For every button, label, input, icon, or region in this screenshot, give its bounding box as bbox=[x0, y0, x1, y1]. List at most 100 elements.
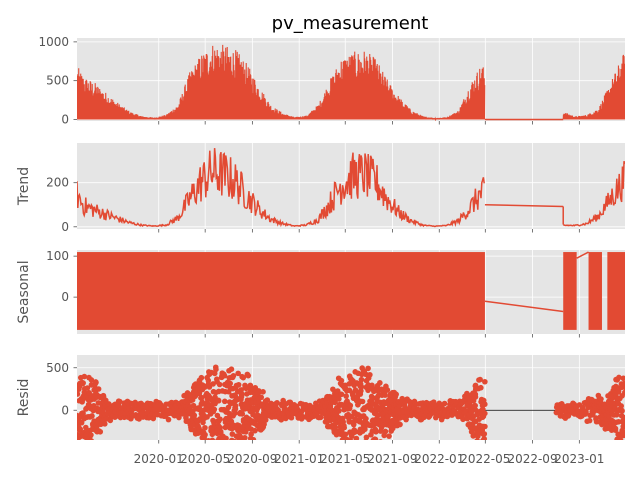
series-observed bbox=[77, 44, 625, 121]
seasonal-band-burst-b bbox=[588, 252, 602, 330]
resid-tail-point-237 bbox=[622, 430, 625, 437]
resid-point-1068 bbox=[356, 444, 362, 450]
resid-point-542 bbox=[221, 398, 228, 405]
trend-gap-segment-0 bbox=[484, 203, 564, 208]
resid-point-66 bbox=[88, 432, 94, 438]
resid-point-477 bbox=[209, 437, 216, 440]
resid-point-965 bbox=[336, 396, 342, 402]
resid-point-1153 bbox=[373, 428, 379, 435]
resid-tail-point-207 bbox=[616, 374, 622, 381]
resid-point-1198 bbox=[382, 428, 389, 435]
resid-point-996 bbox=[341, 383, 348, 389]
resid-point-39 bbox=[81, 373, 88, 380]
resid-point-520 bbox=[217, 428, 224, 435]
ytick-label-resid-1: 500 bbox=[46, 361, 69, 375]
resid-point-73 bbox=[88, 377, 95, 383]
resid-point-583 bbox=[230, 373, 237, 379]
resid-point-1487 bbox=[472, 407, 479, 413]
resid-point-428 bbox=[199, 399, 206, 406]
panel-observed: 0 500 1000 bbox=[38, 35, 625, 126]
resid-point-1285 bbox=[403, 416, 409, 423]
xtick-label-6: 2022-01 bbox=[414, 452, 464, 466]
resid-point-610 bbox=[235, 370, 241, 377]
resid-point-1107 bbox=[365, 440, 371, 446]
resid-point-517 bbox=[217, 424, 223, 431]
resid-point-1168 bbox=[378, 439, 383, 440]
panel-seasonal: 0 100 Seasonal bbox=[16, 249, 625, 338]
resid-point-676 bbox=[248, 431, 254, 438]
resid-point-1500 bbox=[477, 376, 483, 383]
xtick-label-4: 2021-05 bbox=[320, 452, 370, 466]
resid-point-95 bbox=[93, 379, 99, 386]
resid-point-1509 bbox=[479, 439, 482, 440]
resid-point-515 bbox=[219, 439, 221, 440]
resid-point-1082 bbox=[358, 376, 365, 383]
seasonal-connector-0 bbox=[484, 300, 564, 313]
resid-point-177 bbox=[117, 398, 123, 405]
resid-tail-point-236 bbox=[621, 417, 625, 424]
xtick-label-1: 2020-05 bbox=[180, 452, 230, 466]
ytick-label-resid-0: 0 bbox=[61, 403, 69, 417]
resid-point-448 bbox=[203, 443, 209, 449]
resid-point-616 bbox=[236, 432, 243, 439]
resid-point-419 bbox=[197, 440, 203, 446]
resid-tail-point-221 bbox=[619, 439, 623, 440]
xtick-label-3: 2021-01 bbox=[274, 452, 324, 466]
ylabel-trend: Trend bbox=[16, 167, 32, 206]
resid-point-387 bbox=[191, 412, 198, 419]
series-trend bbox=[77, 148, 625, 228]
resid-point-1051 bbox=[353, 435, 360, 440]
resid-point-633 bbox=[240, 374, 247, 381]
resid-point-151 bbox=[106, 401, 112, 407]
resid-point-434 bbox=[200, 419, 206, 426]
resid-point-1192 bbox=[382, 392, 388, 398]
resid-point-1524 bbox=[482, 423, 488, 430]
seasonal-connector-1 bbox=[576, 251, 589, 259]
resid-point-1080 bbox=[359, 398, 366, 405]
xtick-label-2: 2020-09 bbox=[227, 452, 277, 466]
resid-point-1234 bbox=[390, 425, 396, 432]
resid-point-1076 bbox=[357, 391, 364, 397]
resid-point-597 bbox=[232, 406, 239, 412]
resid-point-1025 bbox=[348, 438, 354, 440]
resid-point-733 bbox=[260, 389, 266, 395]
resid-point-1248 bbox=[393, 391, 399, 398]
resid-tail-point-75 bbox=[583, 409, 589, 416]
resid-tail-point-101 bbox=[593, 415, 599, 421]
resid-point-19 bbox=[79, 445, 85, 451]
resid-point-592 bbox=[232, 438, 238, 440]
chart-title: pv_measurement bbox=[272, 13, 429, 34]
resid-point-1528 bbox=[481, 431, 488, 437]
resid-point-1219 bbox=[386, 433, 392, 439]
resid-point-1018 bbox=[347, 402, 354, 409]
resid-point-33 bbox=[80, 380, 86, 386]
resid-point-512 bbox=[216, 381, 223, 388]
resid-point-1036 bbox=[350, 421, 357, 428]
resid-point-462 bbox=[206, 443, 212, 449]
resid-tail-point-227 bbox=[619, 408, 625, 414]
resid-point-611 bbox=[235, 381, 242, 388]
resid-point-1526 bbox=[481, 436, 487, 440]
resid-point-946 bbox=[332, 424, 339, 431]
resid-point-986 bbox=[339, 415, 346, 422]
resid-point-776 bbox=[274, 399, 280, 406]
xtick-label-5: 2021-09 bbox=[367, 452, 417, 466]
resid-point-69 bbox=[89, 439, 93, 440]
resid-point-440 bbox=[202, 431, 208, 438]
resid-point-138 bbox=[102, 421, 108, 427]
observed-series-line bbox=[77, 44, 486, 121]
resid-point-536 bbox=[221, 443, 227, 449]
resid-point-67 bbox=[88, 438, 94, 440]
resid-point-1525 bbox=[482, 410, 488, 417]
resid-point-706 bbox=[254, 412, 261, 418]
series-seasonal bbox=[77, 251, 625, 330]
resid-point-644 bbox=[242, 384, 248, 391]
resid-point-519 bbox=[217, 416, 223, 422]
resid-point-669 bbox=[247, 382, 254, 389]
seasonal-band-burst-c bbox=[607, 252, 625, 330]
trend-series-tail bbox=[563, 160, 625, 227]
resid-point-1100 bbox=[363, 415, 369, 422]
resid-point-679 bbox=[250, 436, 257, 440]
